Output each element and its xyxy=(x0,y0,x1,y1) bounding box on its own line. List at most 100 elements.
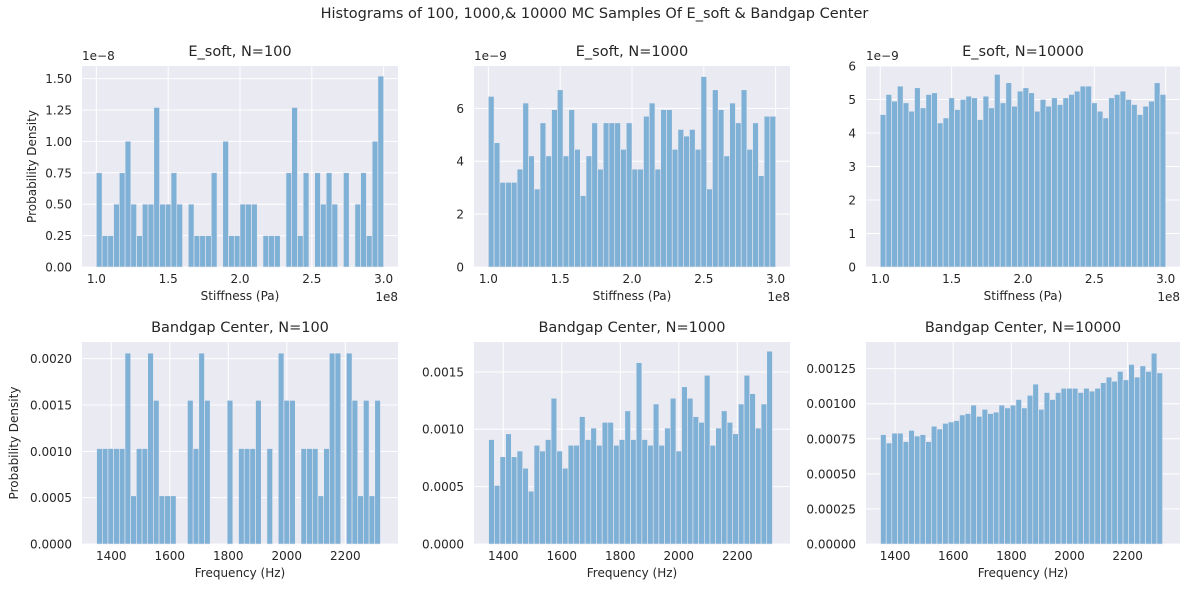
histogram-bar xyxy=(1159,94,1167,268)
x-tick-label: 2200 xyxy=(722,549,753,563)
histogram-bar xyxy=(170,172,178,268)
histogram-bar xyxy=(885,442,893,545)
subplot-3: 1.0 1.5 2.0 2.5 3.0 0 1 2 3 4 5 6 E_soft, N=10000 Sti… xyxy=(848,44,1180,304)
histogram-bar xyxy=(1004,407,1011,545)
histogram-bar xyxy=(204,400,211,545)
y-tick-label: 1 xyxy=(848,227,856,241)
histogram-bar xyxy=(562,467,569,545)
histogram-bar xyxy=(902,441,910,545)
histogram-bar xyxy=(947,421,955,545)
histogram-bar xyxy=(302,172,310,268)
x-tick-label: 1.5 xyxy=(551,272,570,286)
histogram-bar xyxy=(1088,390,1096,545)
y-tick-label: 1.25 xyxy=(45,103,72,117)
histogram-bar xyxy=(1028,92,1035,268)
histogram-bar xyxy=(658,444,665,545)
histogram-bar xyxy=(291,107,298,268)
histogram-bar xyxy=(239,203,247,268)
histogram-bar xyxy=(982,95,990,268)
y-tick-label: 0 xyxy=(456,261,464,275)
x-axis-label: Stiffness (Pa) xyxy=(593,289,672,303)
y-tick-label: 0.0005 xyxy=(422,480,464,494)
histogram-bar xyxy=(199,235,206,268)
x-tick-label: 3.0 xyxy=(374,272,393,286)
histogram-bar xyxy=(113,203,120,268)
histogram-bar xyxy=(1128,364,1135,545)
histogram-bar xyxy=(1105,376,1113,545)
histogram-bar xyxy=(953,420,960,545)
histogram-bar xyxy=(516,450,523,545)
histogram-bar xyxy=(499,456,506,545)
y-tick-label: 0.00025 xyxy=(806,502,856,516)
subplot-title: Bandgap Center, N=1000 xyxy=(538,320,725,336)
histogram-bar xyxy=(925,441,932,545)
histogram-bar xyxy=(706,188,713,268)
histogram-bar xyxy=(891,432,898,545)
histogram-bar xyxy=(274,235,281,268)
histogram-bar xyxy=(1009,404,1017,545)
histogram-bar xyxy=(1139,365,1146,545)
histogram-bar xyxy=(153,400,160,545)
histogram-bar xyxy=(766,350,773,545)
x-tick-label: 1800 xyxy=(996,549,1027,563)
histogram-bar xyxy=(919,434,926,545)
histogram-bar xyxy=(1102,117,1109,268)
x-tick-label: 2.0 xyxy=(230,272,249,286)
histogram-bar xyxy=(300,448,307,545)
histogram-bar xyxy=(942,423,949,545)
y-tick-label: 0.00000 xyxy=(806,538,856,552)
x-tick-label: 1400 xyxy=(880,549,911,563)
histogram-bar xyxy=(942,117,950,268)
histogram-bar xyxy=(1066,387,1073,545)
histogram-bar xyxy=(959,99,967,268)
histogram-bar xyxy=(908,110,915,268)
histogram-bar xyxy=(1072,387,1079,545)
histogram-bar xyxy=(681,386,688,545)
histogram-bar xyxy=(1096,110,1104,268)
histogram-bar xyxy=(567,444,575,545)
histogram-bar xyxy=(971,97,978,268)
histogram-bar xyxy=(1094,387,1101,545)
x-tick-label: 1.5 xyxy=(942,272,961,286)
y-tick-label: 1.50 xyxy=(45,72,72,86)
subplot-title: Bandgap Center, N=10000 xyxy=(925,320,1121,336)
histogram-bar xyxy=(607,422,614,545)
histogram-bar xyxy=(683,135,690,268)
histogram-bar xyxy=(613,444,620,545)
histogram-bar xyxy=(977,119,984,268)
histogram-bar xyxy=(539,450,546,545)
histogram-bar xyxy=(1131,104,1138,268)
histogram-bar xyxy=(251,203,258,268)
histogram-bar xyxy=(624,410,631,545)
x-tick-label: 2000 xyxy=(1054,549,1085,563)
y-tick-label: 0.0000 xyxy=(30,538,72,552)
histogram-bar xyxy=(970,404,977,545)
y-tick-label: 0.0015 xyxy=(422,365,464,379)
histogram-bar xyxy=(643,115,650,268)
y-tick-label: 0.00050 xyxy=(806,467,856,481)
histogram-bar xyxy=(147,352,154,545)
histogram-bar xyxy=(562,155,570,268)
histogram-bar xyxy=(533,444,541,545)
histogram-bar xyxy=(1051,97,1058,268)
y-offset-text: 1e−8 xyxy=(82,49,115,63)
x-tick-label: 1.0 xyxy=(87,272,106,286)
histogram-bar xyxy=(704,374,711,545)
histogram-bar xyxy=(914,87,921,268)
y-tick-label: 0.00075 xyxy=(806,432,856,446)
histogram-bar xyxy=(689,129,696,268)
histogram-bar xyxy=(585,155,593,268)
y-tick-label: 4 xyxy=(456,155,464,169)
histogram-bar xyxy=(159,203,166,268)
histogram-bar xyxy=(1134,376,1141,545)
histogram-bar xyxy=(1083,387,1090,545)
y-tick-label: 0.25 xyxy=(45,229,72,243)
histogram-bar xyxy=(902,102,910,268)
histogram-bar xyxy=(249,448,256,545)
histogram-bar xyxy=(618,439,626,545)
histogram-bar xyxy=(277,352,285,545)
histogram-bar xyxy=(1108,97,1115,268)
histogram-bar xyxy=(692,416,699,545)
histogram-bar xyxy=(936,428,943,545)
histogram-bar xyxy=(891,100,898,268)
